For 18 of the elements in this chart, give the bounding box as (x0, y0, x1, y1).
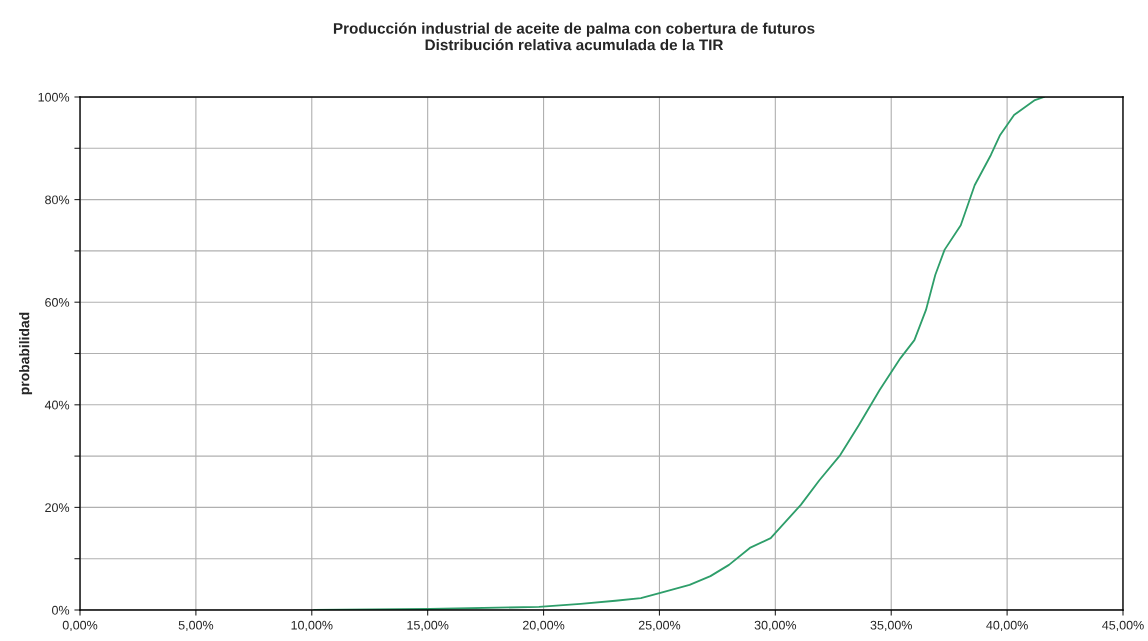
x-tick-label: 35,00% (870, 620, 912, 632)
x-tick-label: 5,00% (178, 620, 214, 632)
y-tick-label: 20% (45, 503, 70, 513)
x-tick-label: 30,00% (754, 620, 797, 632)
x-tick-label: 25,00% (638, 620, 681, 632)
x-tick-label: 20,00% (522, 620, 565, 632)
y-tick-label: 40% (44, 400, 70, 410)
y-axis-title: probabilidad (19, 312, 33, 395)
y-tick-label: 0% (52, 605, 70, 615)
x-tick-label: 10,00% (291, 620, 333, 632)
x-tick-label: 15,00% (407, 620, 449, 632)
chart-title: Producción industrial de aceite de palma con cobertura de futuros Distribución relativa acumulada de la TIR (333, 22, 815, 51)
x-tick-label: 40,00% (986, 620, 1028, 632)
y-tick-label: 100% (38, 92, 70, 102)
x-tick-label: 45,00% (1102, 620, 1144, 632)
x-tick-label: 0,00% (62, 620, 98, 632)
y-tick-label: 80% (45, 195, 70, 205)
y-tick-label: 60% (45, 298, 70, 307)
